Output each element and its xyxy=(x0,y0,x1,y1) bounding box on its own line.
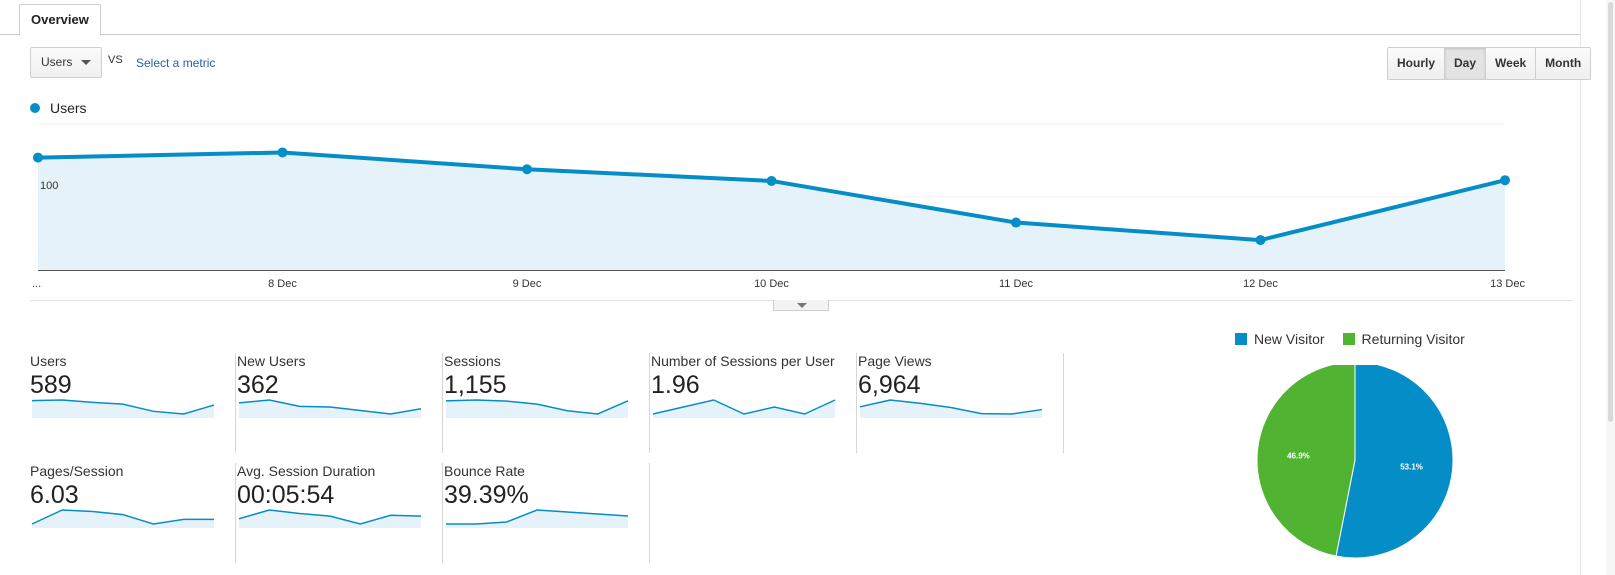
period-month-button[interactable]: Month xyxy=(1536,48,1591,79)
metric-label: New Users xyxy=(237,353,306,369)
legend-swatch-icon xyxy=(1342,333,1355,345)
sparkline-area xyxy=(239,400,421,418)
x-tick-label: ... xyxy=(32,278,41,290)
x-tick-label: 10 Dec xyxy=(754,278,789,290)
sparkline-line xyxy=(859,399,1043,415)
metric-dropdown-value: Users xyxy=(41,55,73,69)
pie-legend: New Visitor Returning Visitor xyxy=(1235,331,1483,347)
metric-card[interactable]: Number of Sessions per User 1.96 xyxy=(651,353,857,453)
pie-legend-item-new[interactable]: New Visitor xyxy=(1235,331,1325,347)
metric-dropdown[interactable]: Users xyxy=(30,47,102,78)
metric-value: 00:05:54 xyxy=(237,481,335,509)
legend-dot-icon xyxy=(30,103,40,113)
period-day-button[interactable]: Day xyxy=(1445,48,1487,79)
sparkline-area xyxy=(32,510,214,528)
metric-sparkline xyxy=(446,509,629,528)
sparkline-area xyxy=(239,510,421,528)
x-tick-label: 8 Dec xyxy=(268,278,297,290)
select-metric-link[interactable]: Select a metric xyxy=(136,56,216,70)
metric-value: 362 xyxy=(237,371,279,399)
tab-overview[interactable]: Overview xyxy=(19,4,101,36)
metric-label: Number of Sessions per User xyxy=(651,353,835,369)
metric-card[interactable]: New Users 362 xyxy=(237,353,443,453)
legend-label-users: Users xyxy=(50,100,87,116)
x-tick-label: 9 Dec xyxy=(513,278,542,290)
metric-value: 1.96 xyxy=(651,371,700,399)
metric-sparkline xyxy=(31,399,215,418)
metric-card[interactable]: Sessions 1,155 xyxy=(444,353,650,453)
metric-label: Users xyxy=(30,353,67,369)
pie-slice-label: 53.1% xyxy=(1400,463,1423,472)
caret-down-icon xyxy=(797,303,807,308)
scrollbar-thumb[interactable] xyxy=(1608,2,1613,422)
x-tick-label: 11 Dec xyxy=(999,278,1034,290)
metric-sparkline xyxy=(31,509,214,528)
sparkline-area xyxy=(446,510,628,528)
pie-legend-label: Returning Visitor xyxy=(1361,331,1465,347)
metric-sparkline xyxy=(238,399,422,418)
metric-label: Avg. Session Duration xyxy=(237,463,376,479)
metric-label: Bounce Rate xyxy=(444,463,525,479)
sparkline-line xyxy=(31,509,214,525)
metric-label: Pages/Session xyxy=(30,463,124,479)
period-week-button[interactable]: Week xyxy=(1486,48,1537,79)
metric-value: 1,155 xyxy=(444,371,507,399)
metric-label: Page Views xyxy=(858,353,932,369)
metric-card[interactable]: Pages/Session 6.03 xyxy=(30,463,236,563)
pie-legend-item-returning[interactable]: Returning Visitor xyxy=(1342,331,1465,347)
vs-label: VS xyxy=(108,54,123,66)
period-toggle-group: Hourly Day Week Month xyxy=(1387,47,1592,80)
metric-sparkline xyxy=(859,399,1043,418)
pie-legend-label: New Visitor xyxy=(1254,331,1325,347)
metric-card[interactable]: Bounce Rate 39.39% xyxy=(444,463,650,563)
sparkline-line xyxy=(445,399,629,415)
series-area xyxy=(38,152,1505,270)
data-point[interactable] xyxy=(1255,235,1266,246)
metric-value: 6,964 xyxy=(858,371,921,399)
chart-legend[interactable]: Users xyxy=(30,100,87,116)
metric-sparkline xyxy=(238,509,422,528)
metric-sparkline xyxy=(445,399,629,418)
metric-value: 39.39% xyxy=(444,481,529,509)
pie-slice-new-visitor[interactable] xyxy=(1335,365,1454,559)
metric-label: Sessions xyxy=(444,353,501,369)
sparkline-line xyxy=(238,399,422,415)
sparkline-area xyxy=(32,400,214,418)
data-point[interactable] xyxy=(33,152,43,163)
metric-value: 589 xyxy=(30,371,72,399)
visitor-pie-chart[interactable]: 53.1% 46.9% xyxy=(1255,365,1455,565)
period-hourly-button[interactable]: Hourly xyxy=(1388,48,1446,79)
sparkline-line xyxy=(238,509,422,525)
x-tick-label: 12 Dec xyxy=(1243,278,1278,290)
sparkline-line xyxy=(446,509,629,525)
data-point[interactable] xyxy=(1011,217,1021,228)
pie-slice-label: 46.9% xyxy=(1287,451,1310,460)
sparkline-area xyxy=(446,400,628,418)
legend-swatch-icon xyxy=(1235,333,1247,345)
metric-card[interactable]: Users 589 xyxy=(30,353,236,453)
chart-collapse-handle[interactable] xyxy=(773,300,829,311)
sparkline-area xyxy=(653,400,835,418)
sparkline-area xyxy=(860,400,1042,418)
pie-slice-returning-visitor[interactable] xyxy=(1256,365,1356,557)
sparkline-line xyxy=(31,399,215,415)
panel-right-border xyxy=(1580,0,1581,575)
metric-card[interactable]: Page Views 6,964 xyxy=(858,353,1064,453)
data-point[interactable] xyxy=(1500,175,1510,186)
metric-card[interactable]: Avg. Session Duration 00:05:54 xyxy=(237,463,443,563)
data-point[interactable] xyxy=(766,175,777,186)
sparkline-line xyxy=(652,399,836,415)
data-point[interactable] xyxy=(522,164,532,175)
y-tick-label: 100 xyxy=(40,180,58,192)
x-tick-label: 13 Dec xyxy=(1490,278,1525,290)
tab-bar: Overview xyxy=(0,0,1580,36)
data-point[interactable] xyxy=(277,147,288,158)
metric-sparkline xyxy=(652,399,836,418)
metric-value: 6.03 xyxy=(30,481,79,509)
chevron-down-icon xyxy=(81,60,91,65)
